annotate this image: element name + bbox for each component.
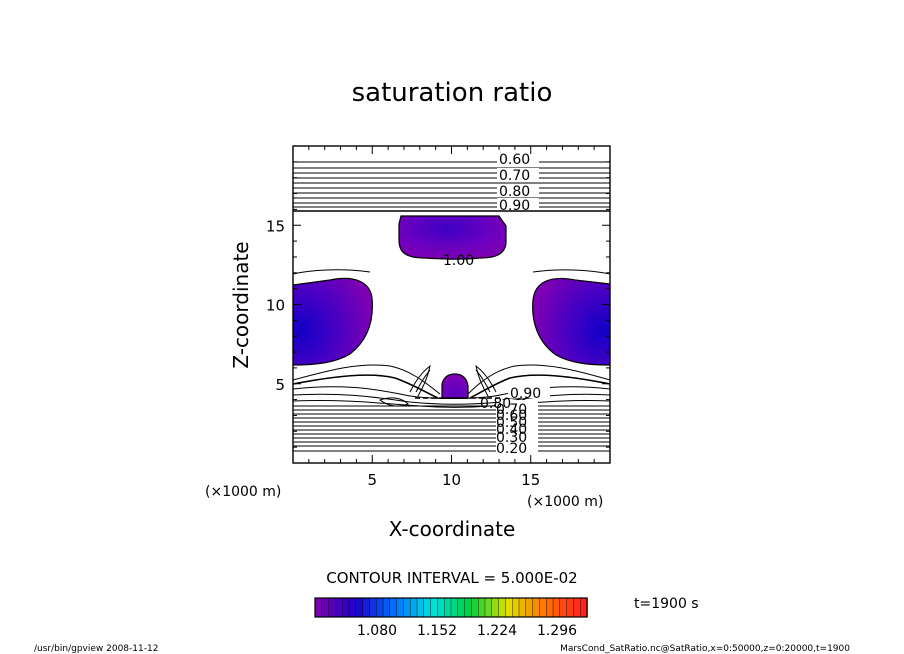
colorbar-tick-label: 1.152 bbox=[417, 623, 457, 639]
colorbar-cell bbox=[416, 597, 425, 618]
colorbar-cell bbox=[512, 597, 520, 618]
contour-label: 0.80 bbox=[499, 184, 530, 200]
contour-label: 0.40 bbox=[496, 422, 527, 438]
contour-label: 0.70 bbox=[496, 402, 527, 418]
footer-right: MarsCond_SatRatio.nc@SatRatio,x=0:50000,… bbox=[560, 644, 850, 654]
colorbar-cell bbox=[457, 597, 466, 618]
colorbar-cell bbox=[362, 597, 371, 618]
colorbar-cell bbox=[348, 597, 357, 618]
colorbar-cell bbox=[525, 597, 534, 618]
filled-region-left bbox=[293, 277, 373, 366]
contour-label: 0.60 bbox=[499, 152, 530, 168]
colorbar-cell bbox=[484, 597, 493, 618]
contour-label-mid: 1.00 bbox=[443, 253, 474, 269]
colorbar-cell bbox=[410, 597, 418, 618]
contour-label: 0.90 bbox=[510, 386, 541, 402]
filled-region-top bbox=[398, 215, 507, 260]
colorbar-tick-label: 1.296 bbox=[537, 623, 577, 639]
contour-label: 0.30 bbox=[496, 430, 527, 446]
colorbar-cell bbox=[552, 597, 561, 618]
colorbar-cell bbox=[369, 597, 377, 618]
colorbar-cell bbox=[437, 597, 445, 618]
colorbar-cell bbox=[444, 597, 452, 618]
colorbar-frame bbox=[314, 597, 588, 618]
contour-label: 0.80 bbox=[480, 396, 511, 412]
colorbar-cell bbox=[546, 597, 554, 618]
colorbar-cell bbox=[450, 597, 459, 618]
y-tick-label: 15 bbox=[266, 217, 285, 235]
colorbar-cell bbox=[478, 597, 486, 618]
contour-labels-upper: 0.60 0.70 0.80 0.90 bbox=[497, 152, 539, 214]
y-axis-title: Z-coordinate bbox=[229, 241, 253, 368]
lower-contours bbox=[293, 364, 610, 452]
colorbar-cell bbox=[471, 597, 479, 618]
colorbar-tick-label: 1.080 bbox=[357, 623, 397, 639]
plot-area: 0.60 0.70 0.80 0.90 1.00 0.90 0.80 0.70 … bbox=[293, 152, 610, 457]
contour-label: 0.60 bbox=[496, 408, 527, 424]
y-tick-label: 10 bbox=[266, 297, 285, 315]
y-tick-label: 5 bbox=[275, 376, 285, 394]
colorbar-cell bbox=[396, 597, 405, 618]
colorbar-cell bbox=[321, 597, 330, 618]
time-label: t=1900 s bbox=[634, 596, 699, 612]
colorbar-cell bbox=[389, 597, 398, 618]
colorbar-cell bbox=[464, 597, 473, 618]
colorbar-cell bbox=[498, 597, 507, 618]
colorbar-cell bbox=[382, 597, 391, 618]
contour-label: 0.50 bbox=[496, 415, 527, 431]
filled-region-center bbox=[441, 373, 469, 399]
colorbar-cell bbox=[423, 597, 432, 618]
contour-label-mid-group: 1.00 bbox=[443, 253, 474, 269]
contour-interval-text: CONTOUR INTERVAL = 5.000E-02 bbox=[326, 569, 577, 587]
x-axis: 5 10 15 bbox=[308, 146, 595, 489]
x-tick-label: 15 bbox=[521, 471, 540, 489]
colorbar: 1.080 1.152 1.224 1.296 bbox=[314, 597, 588, 639]
contour-labels-lower: 0.90 0.80 0.70 0.60 0.50 0.40 0.30 0.20 bbox=[480, 386, 550, 457]
colorbar-cell bbox=[328, 597, 337, 618]
colorbar-cell bbox=[335, 597, 343, 618]
x-tick-label: 10 bbox=[442, 471, 461, 489]
footer-left: /usr/bin/gpview 2008-11-12 bbox=[34, 644, 158, 654]
colorbar-tick-label: 1.224 bbox=[477, 623, 517, 639]
middle-contours bbox=[293, 269, 610, 275]
upper-contours bbox=[293, 161, 610, 212]
colorbar-cell bbox=[518, 597, 527, 618]
contour-label: 0.90 bbox=[499, 198, 530, 214]
colorbar-cell bbox=[532, 597, 541, 618]
colorbar-cell bbox=[505, 597, 513, 618]
x-tick-label: 5 bbox=[367, 471, 377, 489]
colorbar-cell bbox=[342, 597, 350, 618]
colorbar-cell bbox=[355, 597, 364, 618]
z-unit-label: (×1000 m) bbox=[205, 484, 281, 500]
chart-title: saturation ratio bbox=[352, 78, 553, 108]
colorbar-cell bbox=[314, 597, 323, 618]
colorbar-cell bbox=[566, 597, 575, 618]
colorbar-cell bbox=[430, 597, 439, 618]
colorbar-cell bbox=[376, 597, 384, 618]
filled-region-right bbox=[532, 277, 610, 366]
colorbar-cell bbox=[559, 597, 568, 618]
contour-label: 0.20 bbox=[496, 441, 527, 457]
colorbar-cell bbox=[539, 597, 547, 618]
colorbar-cell bbox=[573, 597, 581, 618]
colorbar-cell bbox=[403, 597, 411, 618]
x-unit-label: (×1000 m) bbox=[527, 494, 603, 510]
y-axis: 5 10 15 bbox=[266, 161, 610, 448]
x-axis-title: X-coordinate bbox=[389, 517, 516, 541]
colorbar-cell bbox=[491, 597, 500, 618]
contour-label: 0.70 bbox=[499, 168, 530, 184]
